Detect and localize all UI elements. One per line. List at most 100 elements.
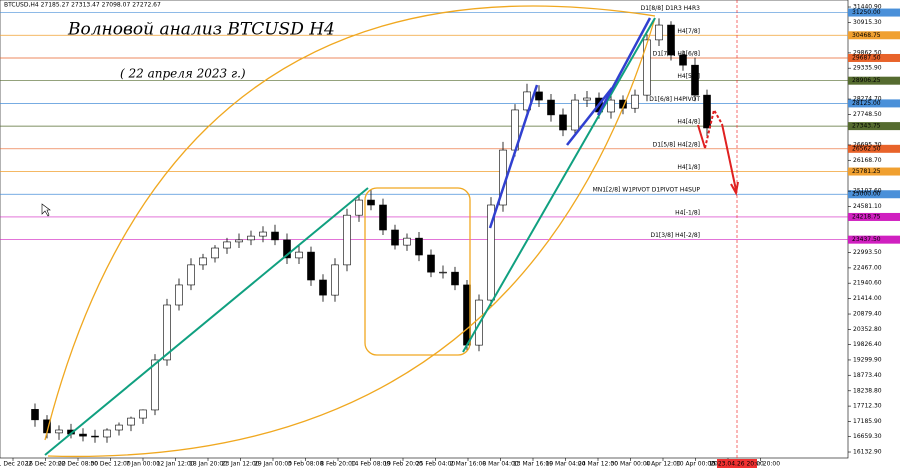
- level-name: H4[7/8]: [677, 28, 700, 35]
- level-tag-label: 30468.75: [852, 32, 881, 39]
- level-tag: [848, 167, 900, 176]
- level-tag: [848, 8, 900, 17]
- y-tick-label: 27748.50: [853, 111, 882, 118]
- x-tick-label: 8 Mar 04:00: [482, 461, 518, 468]
- candle-body: [427, 254, 435, 273]
- x-tick-label: 29 Jan 00:00: [254, 461, 292, 468]
- annotations: [41, 0, 739, 458]
- candle-body: [307, 251, 315, 281]
- level-tag: [848, 122, 900, 131]
- y-tick-label: 19299.90: [853, 356, 882, 363]
- level-name: H4[1/8]: [677, 164, 700, 171]
- candle-body: [607, 99, 615, 113]
- x-tick-label: 3 Feb 08:00: [288, 461, 324, 468]
- y-tick-label: 16132.90: [853, 449, 882, 456]
- level-name: H4[4/8]: [677, 119, 700, 126]
- y-tick-label: 16659.30: [853, 433, 882, 440]
- level-tag-label: 25781.25: [852, 168, 881, 175]
- candle-body: [199, 257, 207, 266]
- level-tag-label: 28906.25: [852, 77, 881, 84]
- x-tick-label: 2 Mar 16:00: [450, 461, 486, 468]
- level-tag-label: 31250.00: [852, 9, 881, 16]
- candle-body: [379, 204, 387, 231]
- candle-body: [115, 424, 123, 431]
- x-tick-label: 14 Feb 08:00: [351, 461, 391, 468]
- level-tag: [848, 31, 900, 40]
- x-tick-label: 11 Dec 2022: [0, 461, 32, 468]
- candle-body: [655, 24, 663, 41]
- candle-body: [247, 235, 255, 241]
- level-tag: [848, 99, 900, 108]
- y-tick-label: 22993.50: [853, 249, 882, 256]
- y-tick-label: 30915.30: [853, 19, 882, 26]
- candle-body: [535, 91, 543, 101]
- y-tick-label: 26695.30: [853, 141, 882, 148]
- level-tag-label: 24218.75: [852, 213, 881, 220]
- x-tick-label: 25 Feb 04:00: [416, 461, 456, 468]
- candle-body: [151, 359, 159, 411]
- x-tick-label: 10 Apr 00:00: [676, 461, 715, 468]
- candle-body: [331, 264, 339, 296]
- x-tick-label: 20 Apr 20:00: [741, 461, 780, 468]
- level-name: D1[7/8] H4[6/8]: [653, 50, 700, 57]
- forecast-label: 2023.04.26 20:00: [710, 461, 764, 468]
- candle-body: [679, 54, 687, 66]
- candle-body: [79, 433, 87, 437]
- x-tick-label: 12 Jan 12:00: [157, 461, 195, 468]
- range-box: [364, 187, 471, 356]
- x-tick-label: 23 Jan 12:00: [222, 461, 260, 468]
- y-tick-label: 25107.60: [853, 188, 882, 195]
- candle-body: [187, 264, 195, 286]
- y-tick-label: 26168.70: [853, 157, 882, 164]
- level-tag-label: 29687.50: [852, 54, 881, 61]
- plot-area: [0, 0, 849, 459]
- y-tick-label: 28274.70: [853, 96, 882, 103]
- candle-body: [667, 24, 675, 56]
- candle-body: [559, 114, 567, 131]
- candle-body: [211, 247, 219, 259]
- candle-body: [103, 429, 111, 438]
- level-name: H4[5/8]: [677, 73, 700, 80]
- level-name: MN1[2/8] W1PIVOT D1PIVOT H4SUP: [593, 187, 701, 194]
- candle-body: [391, 229, 399, 246]
- candle-body: [127, 417, 135, 426]
- level-tag: [848, 76, 900, 85]
- x-tick-label: 8 Feb 20:00: [320, 461, 356, 468]
- level-tag: [848, 144, 900, 153]
- y-tick-label: 20352.80: [853, 326, 882, 333]
- level-tag-label: 25000.00: [852, 191, 881, 198]
- wave-line: [44, 187, 369, 456]
- candle-body: [643, 39, 651, 96]
- candle-body: [631, 94, 639, 109]
- level-tag: [848, 190, 900, 199]
- candle-body: [31, 409, 39, 421]
- x-tick-label: 22 Dec 08:00: [58, 461, 99, 468]
- x-tick-label: 18 Jan 20:00: [189, 461, 227, 468]
- lower-arc: [47, 17, 656, 458]
- candle-body: [55, 429, 63, 434]
- candle-body: [415, 237, 423, 256]
- candle-body: [487, 204, 495, 301]
- y-tick-label: 18238.80: [853, 387, 882, 394]
- wave-line: [462, 17, 656, 353]
- y-tick-label: 19826.40: [853, 341, 882, 348]
- wave-line: [596, 17, 652, 116]
- candle-body: [571, 99, 579, 131]
- level-name: D1[8/8] D1R3 H4R3: [641, 5, 701, 12]
- y-tick-label: 17185.90: [853, 418, 882, 425]
- candle-body: [403, 237, 411, 246]
- y-tick-label: 31440.90: [853, 4, 882, 11]
- forecast-tag: [717, 459, 757, 468]
- level-tag-label: 26562.50: [852, 145, 881, 152]
- level-name: H4[-1/8]: [675, 209, 700, 216]
- candle-body: [223, 241, 231, 249]
- level-name: D1[5/8] H4[2/8]: [653, 141, 700, 148]
- x-tick-label: 24 Mar 12:00: [578, 461, 618, 468]
- x-tick-label: 4 Apr 12:00: [645, 461, 680, 468]
- x-tick-label: 16 Dec 20:00: [25, 461, 66, 468]
- candle-body: [343, 214, 351, 266]
- x-tick-label: 30 Mar 00:00: [610, 461, 650, 468]
- level-tag-label: 27343.75: [852, 123, 881, 130]
